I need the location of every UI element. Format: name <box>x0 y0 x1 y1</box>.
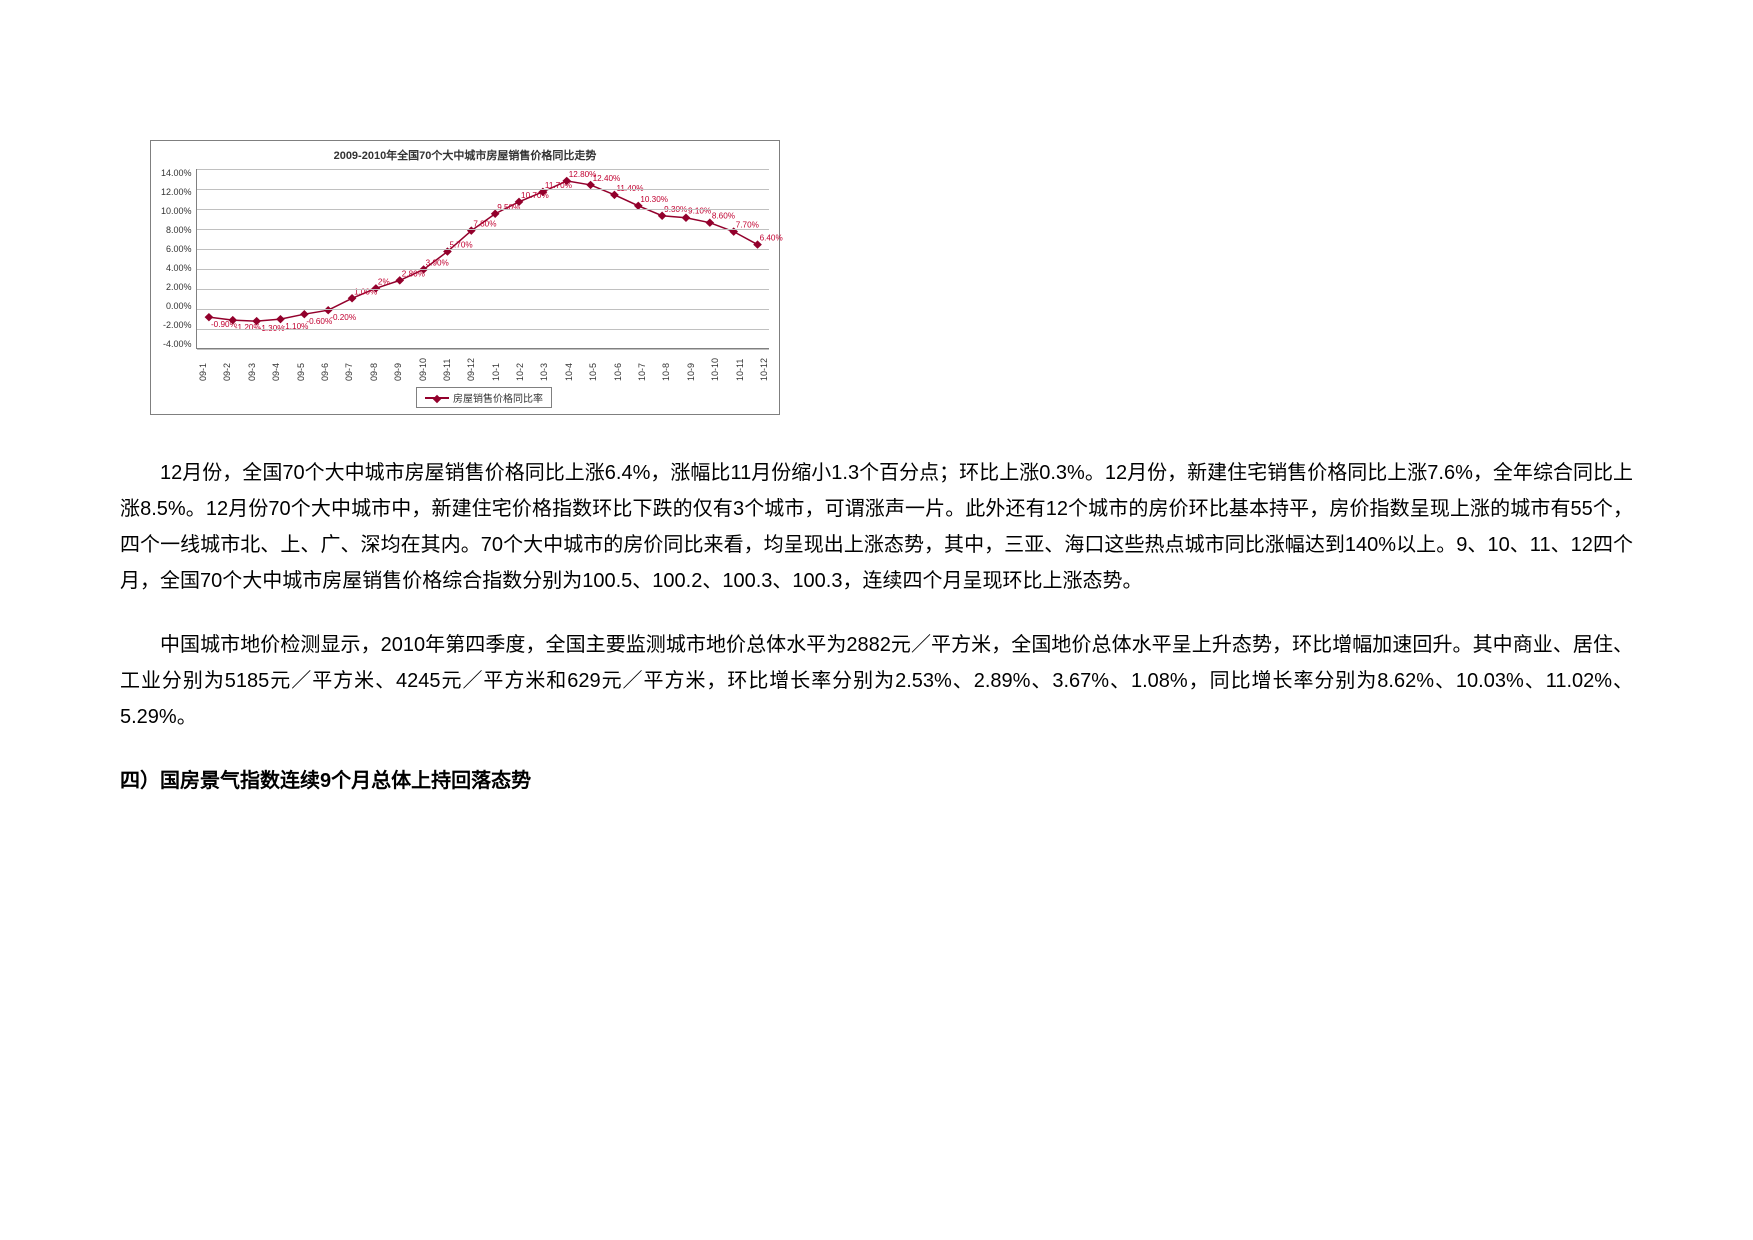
x-axis-tick: 09-6 <box>321 353 330 381</box>
legend-swatch-icon <box>425 397 449 399</box>
svg-text:10.30%: 10.30% <box>640 195 668 204</box>
x-axis-tick: 09-9 <box>394 353 403 381</box>
plot-area: -0.90%-1.20%-1.30%-1.10%-0.60%-0.20%1.00… <box>196 169 769 349</box>
chart-title: 2009-2010年全国70个大中城市房屋销售价格同比走势 <box>161 147 769 163</box>
y-axis-tick: 14.00% <box>161 169 192 178</box>
y-axis-tick: 12.00% <box>161 188 192 197</box>
x-axis-tick: 10-12 <box>760 353 769 381</box>
svg-text:6.40%: 6.40% <box>759 234 782 243</box>
x-axis-tick: 10-2 <box>516 353 525 381</box>
svg-text:7.80%: 7.80% <box>473 220 496 229</box>
x-axis-tick: 09-1 <box>199 353 208 381</box>
x-axis-tick: 10-3 <box>540 353 549 381</box>
y-axis-tick: 4.00% <box>161 264 192 273</box>
y-axis-tick: 6.00% <box>161 245 192 254</box>
x-axis-tick: 10-7 <box>638 353 647 381</box>
legend-label: 房屋销售价格同比率 <box>453 390 543 405</box>
x-axis-tick: 10-6 <box>614 353 623 381</box>
x-axis-tick: 10-4 <box>565 353 574 381</box>
y-axis-tick: 8.00% <box>161 226 192 235</box>
x-axis-tick: 09-11 <box>443 353 452 381</box>
x-axis-tick: 09-5 <box>297 353 306 381</box>
x-axis-tick: 09-3 <box>248 353 257 381</box>
svg-text:2%: 2% <box>377 277 389 286</box>
x-axis-tick: 09-12 <box>467 353 476 381</box>
svg-text:3.90%: 3.90% <box>425 259 448 268</box>
x-axis-tick: 09-8 <box>370 353 379 381</box>
y-axis-tick: -2.00% <box>161 321 192 330</box>
x-axis-tick: 10-1 <box>492 353 501 381</box>
x-axis-tick: 10-5 <box>589 353 598 381</box>
x-axis-tick: 10-8 <box>662 353 671 381</box>
y-axis-tick: -4.00% <box>161 340 192 349</box>
x-axis-tick: 10-10 <box>711 353 720 381</box>
y-axis-tick: 10.00% <box>161 207 192 216</box>
svg-text:-0.60%: -0.60% <box>306 317 332 326</box>
svg-text:9.50%: 9.50% <box>497 203 520 212</box>
svg-text:12.40%: 12.40% <box>592 174 620 183</box>
y-axis: 14.00% 12.00% 10.00% 8.00% 6.00% 4.00% 2.00% 0.… <box>161 169 196 349</box>
chart-svg: -0.90%-1.20%-1.30%-1.10%-0.60%-0.20%1.00… <box>197 169 769 348</box>
x-axis-tick: 10-11 <box>736 353 745 381</box>
chart-body: 14.00% 12.00% 10.00% 8.00% 6.00% 4.00% 2.00% 0.… <box>161 169 769 349</box>
chart-legend: 房屋销售价格同比率 <box>416 387 552 408</box>
x-axis-tick: 09-2 <box>223 353 232 381</box>
y-axis-tick: 2.00% <box>161 283 192 292</box>
paragraph-1: 12月份，全国70个大中城市房屋销售价格同比上涨6.4%，涨幅比11月份缩小1.… <box>120 455 1633 599</box>
y-axis-tick: 0.00% <box>161 302 192 311</box>
x-axis-tick: 09-7 <box>345 353 354 381</box>
x-axis-tick: 10-9 <box>687 353 696 381</box>
x-axis-tick: 09-10 <box>419 353 428 381</box>
section-heading: 四）国房景气指数连续9个月总体上持回落态势 <box>120 763 1633 799</box>
x-axis-tick: 09-4 <box>272 353 281 381</box>
paragraph-2: 中国城市地价检测显示，2010年第四季度，全国主要监测城市地价总体水平为2882… <box>120 627 1633 735</box>
svg-text:-0.20%: -0.20% <box>330 313 356 322</box>
svg-text:8.60%: 8.60% <box>711 212 734 221</box>
x-axis: 09-1 09-2 09-3 09-4 09-5 09-6 09-7 09-8 09-9 09-1… <box>199 353 769 381</box>
chart-container: 2009-2010年全国70个大中城市房屋销售价格同比走势 14.00% 12.0… <box>150 140 780 415</box>
